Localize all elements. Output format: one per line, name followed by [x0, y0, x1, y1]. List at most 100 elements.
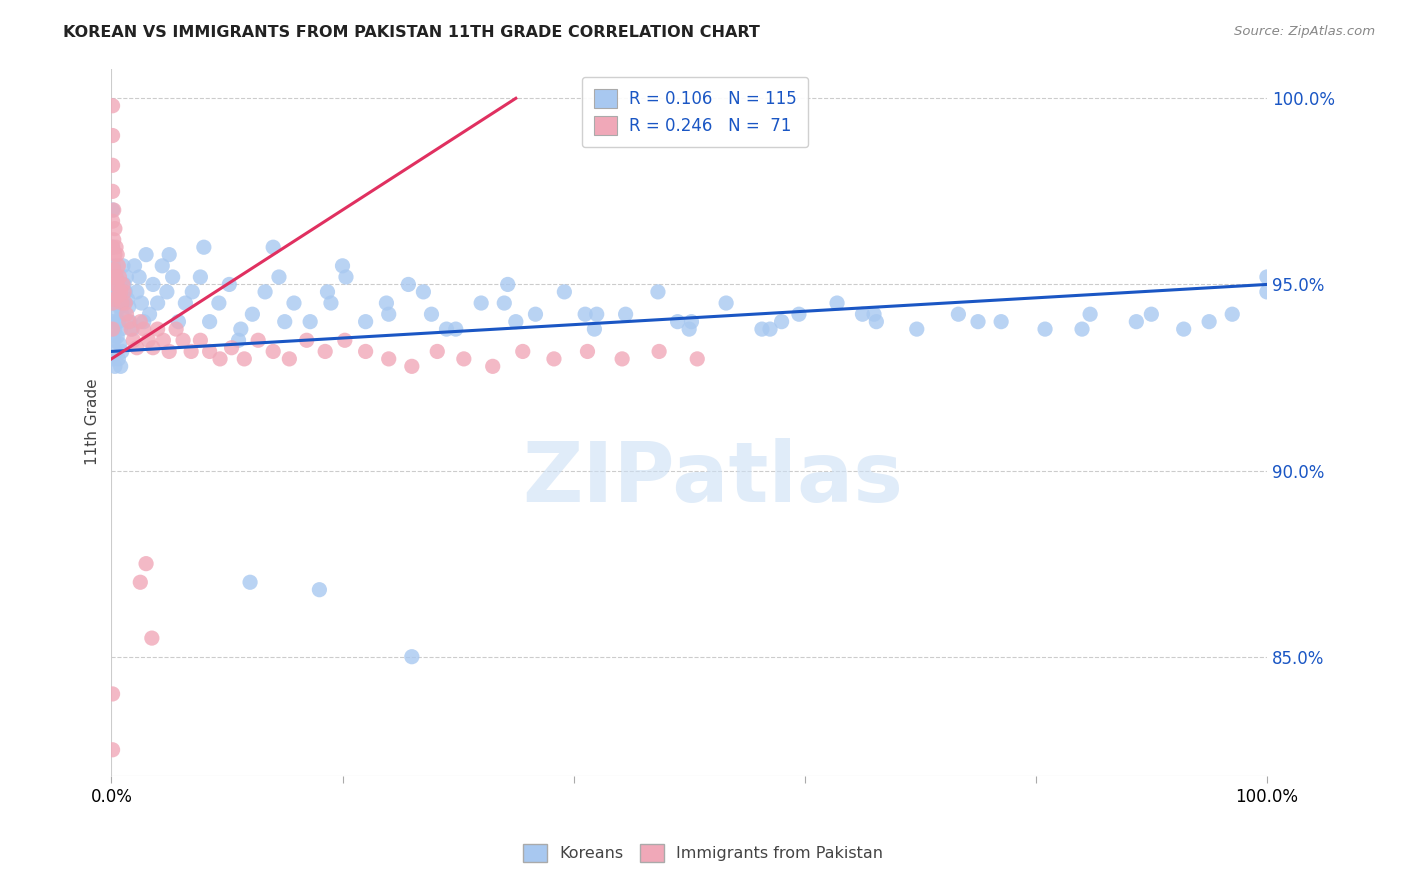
Point — [181, 285, 204, 299]
Point — [138, 333, 160, 347]
Point — [157, 344, 180, 359]
Point — [614, 307, 637, 321]
Point — [770, 315, 793, 329]
Point — [681, 315, 703, 329]
Point — [553, 285, 575, 299]
Point — [314, 344, 336, 359]
Point — [101, 687, 124, 701]
Point — [420, 307, 443, 321]
Point — [101, 270, 124, 285]
Point — [101, 240, 124, 254]
Point — [101, 202, 124, 217]
Point — [111, 307, 134, 321]
Point — [101, 214, 124, 228]
Point — [377, 351, 399, 366]
Point — [1033, 322, 1056, 336]
Point — [332, 259, 354, 273]
Point — [524, 307, 547, 321]
Point — [105, 277, 128, 292]
Point — [239, 575, 262, 590]
Point — [576, 344, 599, 359]
Point — [678, 322, 700, 336]
Point — [278, 351, 301, 366]
Point — [333, 333, 356, 347]
Point — [686, 351, 709, 366]
Point — [401, 359, 423, 374]
Point — [101, 158, 124, 172]
Point — [146, 296, 169, 310]
Point — [118, 300, 141, 314]
Text: KOREAN VS IMMIGRANTS FROM PAKISTAN 11TH GRADE CORRELATION CHART: KOREAN VS IMMIGRANTS FROM PAKISTAN 11TH … — [63, 25, 761, 40]
Point — [103, 233, 125, 247]
Point — [751, 322, 773, 336]
Point — [101, 296, 124, 310]
Point — [283, 296, 305, 310]
Point — [228, 333, 250, 347]
Point — [905, 322, 928, 336]
Point — [242, 307, 264, 321]
Point — [198, 315, 221, 329]
Point — [666, 315, 689, 329]
Point — [335, 270, 357, 285]
Point — [124, 259, 146, 273]
Point — [190, 270, 212, 285]
Point — [105, 329, 128, 343]
Point — [583, 322, 606, 336]
Point — [105, 293, 128, 307]
Point — [150, 259, 173, 273]
Point — [125, 341, 148, 355]
Point — [401, 649, 423, 664]
Point — [129, 575, 152, 590]
Point — [104, 359, 127, 374]
Point — [108, 300, 131, 314]
Point — [354, 315, 377, 329]
Point — [1071, 322, 1094, 336]
Point — [104, 322, 127, 336]
Point — [647, 285, 669, 299]
Point — [157, 247, 180, 261]
Point — [714, 296, 737, 310]
Point — [787, 307, 810, 321]
Point — [494, 296, 516, 310]
Point — [129, 315, 152, 329]
Point — [208, 351, 231, 366]
Point — [825, 296, 848, 310]
Point — [1125, 315, 1147, 329]
Point — [117, 293, 139, 307]
Point — [426, 344, 449, 359]
Point — [111, 296, 134, 310]
Point — [114, 285, 136, 299]
Point — [111, 344, 134, 359]
Point — [125, 285, 148, 299]
Point — [254, 285, 277, 299]
Point — [118, 315, 141, 329]
Point — [101, 99, 124, 113]
Point — [105, 240, 128, 254]
Point — [103, 202, 125, 217]
Legend: Koreans, Immigrants from Pakistan: Koreans, Immigrants from Pakistan — [516, 838, 890, 868]
Point — [863, 307, 886, 321]
Point — [107, 288, 129, 302]
Point — [103, 296, 125, 310]
Point — [1220, 307, 1243, 321]
Point — [101, 240, 124, 254]
Y-axis label: 11th Grade: 11th Grade — [86, 379, 100, 466]
Point — [543, 351, 565, 366]
Point — [101, 185, 124, 199]
Point — [1256, 270, 1278, 285]
Point — [295, 333, 318, 347]
Point — [132, 322, 155, 336]
Point — [110, 359, 132, 374]
Point — [377, 307, 399, 321]
Point — [135, 557, 157, 571]
Point — [101, 315, 124, 329]
Point — [174, 296, 197, 310]
Point — [112, 277, 135, 292]
Point — [354, 344, 377, 359]
Point — [247, 333, 270, 347]
Point — [111, 277, 134, 292]
Point — [865, 315, 887, 329]
Point — [131, 296, 153, 310]
Point — [1256, 285, 1278, 299]
Point — [218, 277, 240, 292]
